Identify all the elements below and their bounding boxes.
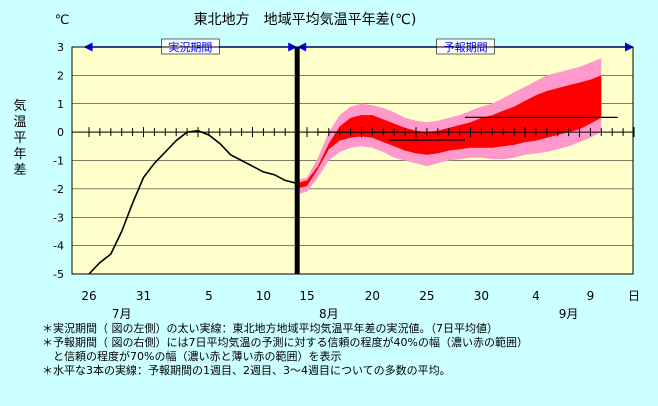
y-tick-label: -2	[53, 183, 64, 196]
chart-title: 東北地方 地域平均気温平年差(℃)	[194, 12, 417, 28]
month-label: 7月	[112, 307, 132, 321]
unit-label: ℃	[55, 13, 70, 28]
x-tick-label: 4	[532, 289, 540, 303]
x-tick-label: 9	[587, 289, 595, 303]
zero-axis	[72, 127, 635, 138]
note-line-3: と信頼の程度が70%の幅（濃い赤と薄い赤の範囲）を表示	[42, 350, 342, 363]
x-tick-label: 25	[419, 289, 434, 303]
x-tick-label: 26	[81, 289, 96, 303]
observed-series	[88, 129, 297, 275]
x-tick-label: 15	[299, 289, 314, 303]
y-tick-label: -5	[53, 268, 64, 281]
y-tick-label: -1	[53, 155, 64, 168]
x-tick-label: 30	[474, 289, 489, 303]
y-tick-label: 0	[57, 126, 64, 139]
y-tick-label: 1	[57, 98, 64, 111]
y-tick-label: 2	[57, 69, 64, 82]
month-label: 9月	[559, 307, 579, 321]
note-line-4: ＊水平な3本の実線：予報期間の1週目、2週目、3〜4週目についての多数の平均。	[42, 364, 451, 377]
y-tick-label: -3	[53, 211, 64, 224]
y-tick-label: -4	[53, 240, 64, 253]
y-tick-label: 3	[57, 41, 64, 54]
note-line-2: ＊予報期間（ 図の右側）には7日平均気温の予測に対する信頼の程度が40%の幅（濃…	[42, 336, 528, 349]
plot-border	[71, 46, 634, 275]
y-axis-label-char: 平	[13, 131, 26, 146]
x-tick-label: 20	[365, 289, 380, 303]
x-tick-label: 31	[136, 289, 151, 303]
y-axis-label-char: 気	[13, 98, 26, 114]
note-line-1: ＊実況期間（ 図の左側）の太い実線：東北地方地域平均気温平年差の実況値。（7日平…	[42, 322, 498, 335]
month-label: 8月	[319, 307, 339, 321]
observed-line	[88, 129, 297, 275]
x-tick-label: 5	[205, 289, 213, 303]
y-axis-label-char: 温	[13, 115, 26, 130]
x-tick-label: 日	[628, 289, 640, 303]
x-tick-label: 10	[256, 289, 271, 303]
y-axis-label-char: 差	[13, 163, 26, 178]
y-axis-label-char: 年	[13, 147, 26, 162]
band-70-percent	[296, 58, 602, 195]
